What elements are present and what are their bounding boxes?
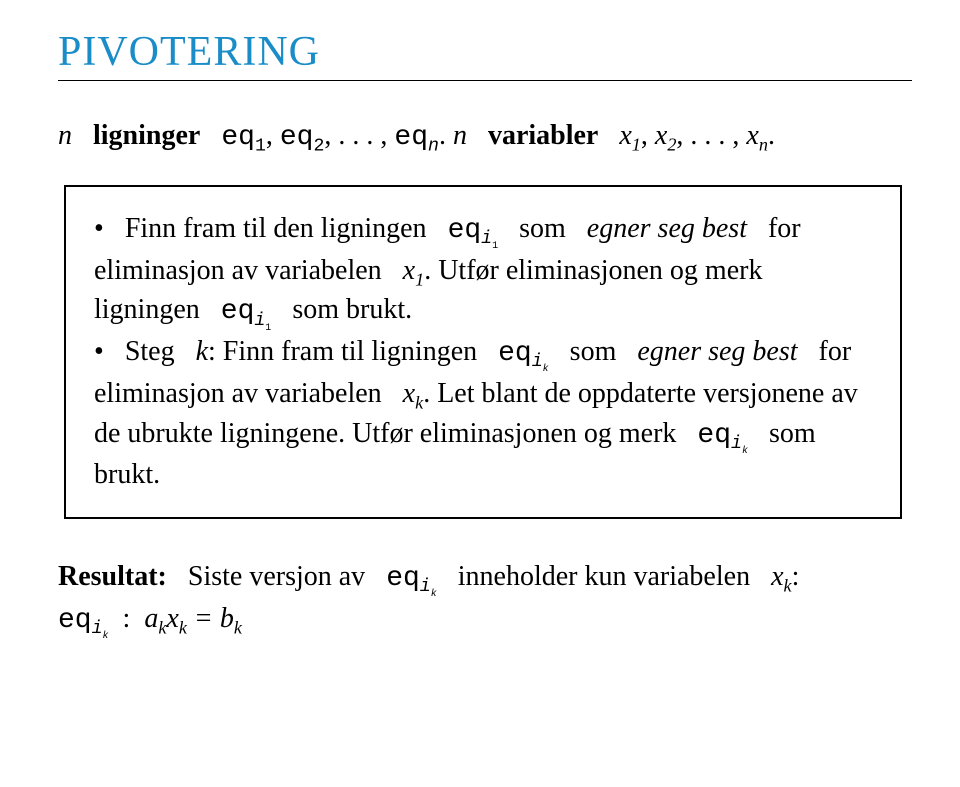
box-item-1: • Finn fram til den ligningen eqi1 som e… [94,209,872,332]
eq-ik-b: eqik [697,420,748,451]
intro-eq2: eq2 [280,122,325,153]
intro-n: n [58,120,72,151]
intro-ligninger-label: ligninger [93,120,200,151]
intro-x1: x1 [619,120,641,151]
intro-line: n ligninger eq1, eq2, . . . , eqn. n var… [58,117,912,157]
algorithm-box: • Finn fram til den ligningen eqi1 som e… [64,185,902,519]
result-label: Resultat: [58,561,167,592]
eq-ik-final: eqik [58,605,109,636]
page-title: PIVOTERING [58,28,912,76]
intro-eqn: eqn [394,122,439,153]
page: PIVOTERING n ligninger eq1, eq2, . . . ,… [0,0,960,787]
var-xk-res: xk [771,561,792,592]
bullet-icon: • [94,213,104,244]
eq-ik-res: eqik [386,563,437,594]
intro-variabler-label: variabler [488,120,598,151]
intro-xn: xn [746,120,768,151]
eq-i1-b: eqi1 [221,296,272,327]
intro-x2: x2 [655,120,677,151]
box-item-2: • Steg k: Finn fram til ligningen eqik s… [94,332,872,495]
intro-eq1: eq1 [221,122,266,153]
result-block: Resultat: Siste versjon av eqik innehold… [58,557,912,641]
title-rule [58,80,912,81]
bullet-icon: • [94,336,104,367]
eq-i1: eqi1 [448,215,499,246]
eq-ik: eqik [498,338,549,369]
intro-n2: n [453,120,467,151]
var-xk: xk [403,378,424,409]
var-x1: x1 [403,255,425,286]
final-equation: akxk = bk [144,603,242,634]
